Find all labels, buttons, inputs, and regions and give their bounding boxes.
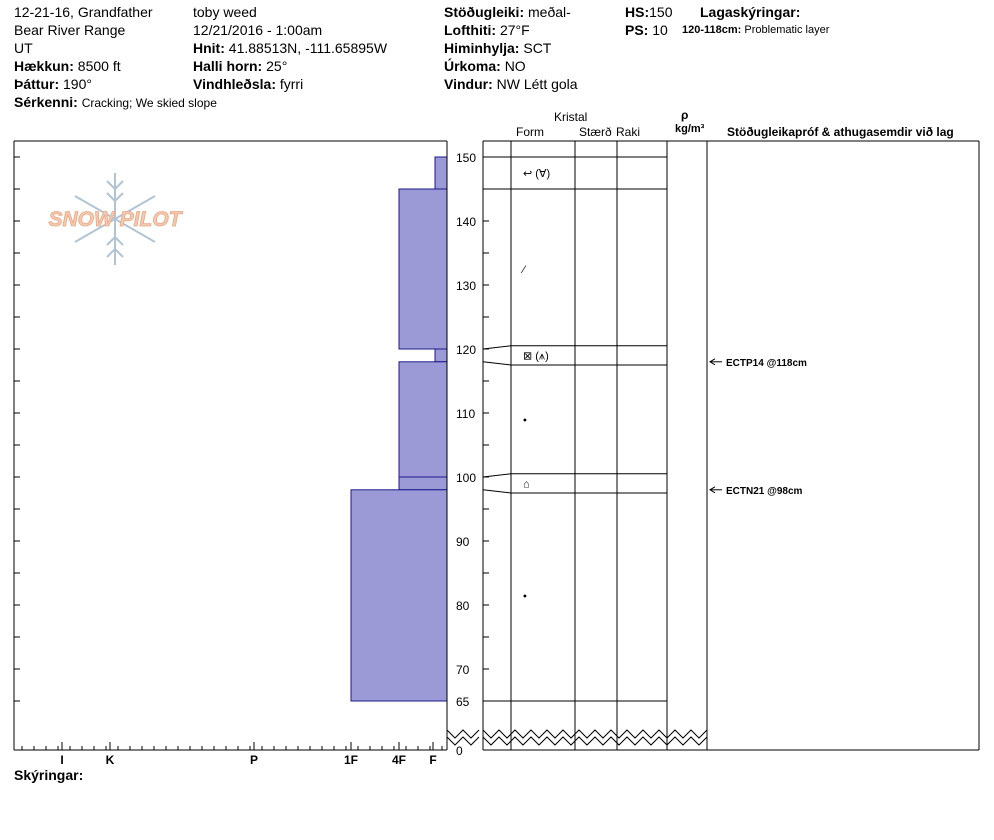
legend-label: Skýringar: [14,767,84,783]
hardness-label: 4F [392,753,406,767]
hardness-bar [434,348,448,363]
form-symbol: • [523,590,527,602]
layer-connector [482,361,512,366]
elevation: Hækkun: 8500 ft [14,58,121,74]
test-result-label: ECTN21 @98cm [726,486,803,497]
hardness-label: 1F [344,753,358,767]
wind: Vindur: NW Létt gola [444,76,578,92]
air-temp: Lofthiti: 27°F [444,22,530,38]
right-tick-marks [483,156,489,702]
moisture-header: Raki [616,125,641,139]
wind-loading: Vindhleðsla: fyrri [193,76,304,92]
layer-notes: Lagaskýringar: 120-118cm: Problematic la… [682,3,830,39]
axis-label: 120 [456,343,476,357]
hardness-label: I [60,753,63,767]
sky-cover: Himinhylja: SCT [444,40,552,56]
state: UT [14,40,33,56]
crystal-grid [482,140,980,751]
tests-header: Stöðugleikapróf & athugasemdir við lag [727,125,954,139]
hardness-bar [398,361,448,478]
hardness-bar [398,476,448,491]
layer-connector [482,489,512,494]
features: Sérkenni: Cracking; We skied slope [14,94,217,110]
axis-label: 150 [456,151,476,165]
test-result-label: ECTP14 @118cm [726,358,807,369]
aspect: Þáttur: 190° [14,76,92,92]
hardness-bars [350,156,448,702]
axis-labels: 150 140 130 120 110 100 90 80 70 65 0 [456,151,476,758]
grid-break-zigzag [482,729,708,739]
form-header: Form [516,125,544,139]
hardness-bar [434,156,448,190]
slope-angle: Halli horn: 25° [193,58,288,74]
size-header: Stærð [579,125,612,139]
coordinates: Hnit: 41.88513N, -111.65895W [193,40,388,56]
header-col1: 12-21-16, Grandfather Bear River Range U… [14,3,217,112]
snowpilot-logo: SNOW PILOT [48,173,184,265]
hardness-label: K [106,753,115,767]
axis-label: 140 [456,215,476,229]
precipitation: Úrkoma: NO [444,58,526,74]
density-unit-header: kg/m³ [675,123,705,135]
form-symbol: ⁄ [520,264,527,276]
layer-notes-label: Lagaskýringar: [700,4,801,20]
observer: toby weed [193,4,257,20]
layer-connector [482,473,512,478]
test-arrow-head [709,358,716,366]
hardness-label: P [250,753,258,767]
form-symbol: ⌂ [523,478,530,490]
axis-label: 80 [456,599,470,613]
axis-label: 100 [456,471,476,485]
mountain-range: Bear River Range [14,22,126,38]
rho-header: ρ [681,108,689,122]
axis-break-zigzag [446,736,480,746]
hardness-bar [350,489,448,702]
grid-break-zigzag [482,736,708,746]
hardness-bar [398,188,448,350]
axis-label: 90 [456,535,470,549]
kristal-header: Kristal [554,110,588,124]
hardness-label: F [429,753,436,767]
logo-text: SNOW PILOT [49,208,184,231]
ps: PS: 10 [625,22,668,38]
stability: Stöðugleiki: meðal- [444,4,571,20]
layer-lines [482,156,667,702]
snowflake-icon [74,173,156,265]
axis-label: 0 [456,744,463,758]
form-symbol: ⊠ (⩚) [523,350,549,362]
header-col4: HS:150 PS: 10 [625,3,672,39]
test-results: ECTP14 @118cm ECTN21 @98cm [709,358,807,497]
layer-note-text: Problematic layer [744,24,830,36]
axis-label: 65 [456,695,470,709]
layer-connector [482,345,512,350]
datetime: 12/21/2016 - 1:00am [193,22,323,38]
layer-note-range: 120-118cm: [682,24,742,36]
axis-label: 110 [456,407,475,421]
axis-label: 130 [456,279,476,293]
hardness-labels: I K P 1F 4F F [21,742,443,767]
form-symbols: ↩ (∀) ⁄ ⊠ (⩚) • ⌂ • [520,168,550,602]
axis-label: 70 [456,663,470,677]
hs: HS:150 [625,4,673,20]
test-arrow-head [709,486,716,494]
axis-break-zigzag [446,729,480,739]
form-symbol: ↩ (∀) [523,168,550,180]
header-col3: Stöðugleiki: meðal- Lofthiti: 27°F Himin… [444,3,578,93]
form-symbol: • [523,414,527,426]
axis-break-marks [446,729,708,746]
header-col2: toby weed 12/21/2016 - 1:00am Hnit: 41.8… [193,3,387,93]
profile-title: 12-21-16, Grandfather [14,4,153,20]
